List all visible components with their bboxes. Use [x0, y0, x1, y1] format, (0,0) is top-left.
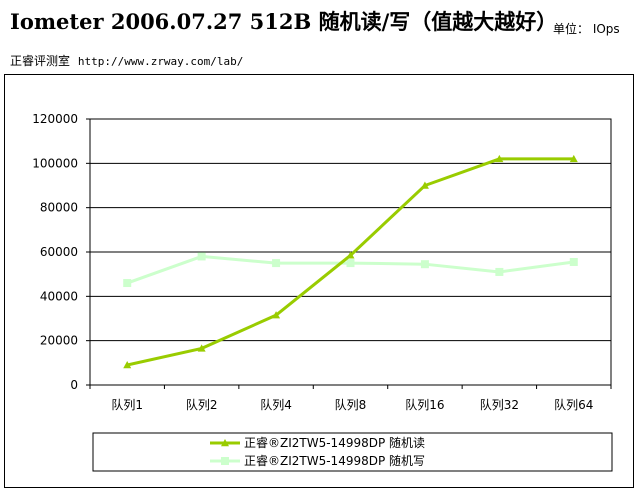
data-point — [346, 251, 355, 259]
data-point — [123, 279, 132, 288]
y-tick-label: 80000 — [40, 201, 78, 215]
chart-title: Iometer 2006.07.27 512B 随机读/写（值越大越好） — [10, 9, 558, 34]
source-line: 正睿评测室 http://www.zrway.com/lab/ — [10, 52, 243, 69]
y-axis-ticks: 0 20000 40000 60000 80000 100000 120000 — [32, 112, 90, 392]
legend-label: 正睿®ZI2TW5-14998DP 随机读 — [244, 435, 425, 450]
y-tick-label: 40000 — [40, 289, 78, 303]
x-tick-label: 队列64 — [554, 397, 593, 412]
data-point — [420, 181, 429, 189]
x-tick-label: 队列2 — [186, 397, 218, 412]
x-tick-label: 队列1 — [111, 397, 143, 412]
data-point — [272, 311, 281, 319]
data-point — [569, 257, 578, 266]
y-tick-label: 60000 — [40, 245, 78, 259]
y-tick-label: 120000 — [32, 112, 78, 126]
y-tick-label: 0 — [70, 378, 78, 392]
data-point — [197, 252, 206, 261]
x-tick-label: 队列8 — [335, 397, 367, 412]
legend-label: 正睿®ZI2TW5-14998DP 随机写 — [244, 453, 425, 468]
series-write — [123, 252, 578, 288]
x-axis-ticks: 队列1 队列2 队列4 队列8 队列16 队列32 队列64 — [89, 385, 612, 412]
chart-frame — [4, 74, 634, 488]
data-point — [221, 439, 229, 447]
data-point — [197, 344, 206, 352]
series-read — [123, 154, 578, 369]
x-tick-label: 队列16 — [405, 397, 444, 412]
source-name: 正睿评测室 — [10, 54, 71, 68]
unit-label: 单位： IOps — [553, 22, 620, 36]
y-tick-label: 20000 — [40, 334, 78, 348]
x-tick-label: 队列4 — [260, 397, 292, 412]
source-url: http://www.zrway.com/lab/ — [77, 55, 244, 68]
data-point — [495, 154, 504, 163]
data-point — [420, 260, 429, 269]
data-point — [272, 259, 281, 268]
data-point — [123, 361, 132, 369]
legend-box — [92, 432, 613, 472]
data-point — [346, 259, 355, 268]
y-tick-label: 100000 — [32, 156, 78, 170]
data-point — [495, 267, 504, 276]
x-tick-label: 队列32 — [480, 397, 519, 412]
series-group — [123, 154, 578, 369]
data-point — [569, 154, 578, 163]
data-point — [221, 457, 229, 465]
